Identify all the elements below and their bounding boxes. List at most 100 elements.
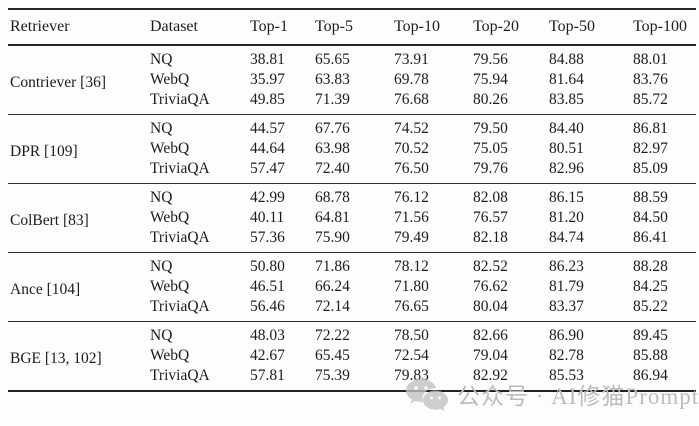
retriever-name: Ance [104]	[10, 280, 81, 298]
dataset-name: NQ	[150, 51, 173, 68]
dataset-name: TriviaQA	[150, 91, 210, 108]
dataset-name: WebQ	[150, 140, 190, 157]
score-value: 65.45	[315, 347, 350, 364]
score-value: 81.64	[549, 71, 584, 88]
score-value: 56.46	[250, 298, 285, 315]
table-header: Retriever Dataset Top-1 Top-5 Top-10 Top…	[8, 9, 696, 46]
score-value: 79.76	[473, 160, 508, 177]
retriever-group: Contriever [36] NQ 38.81 65.65 73.91 79.56 84.…	[8, 45, 696, 115]
table-row: TriviaQA 57.36 75.90 79.49 82.18 84.74 86.41	[8, 229, 696, 253]
score-value: 72.14	[315, 298, 350, 315]
score-value: 35.97	[250, 71, 285, 88]
retriever-name: DPR [109]	[10, 142, 78, 160]
score-value: 86.81	[633, 120, 668, 137]
score-value: 57.36	[250, 229, 285, 246]
score-value: 76.50	[394, 160, 429, 177]
score-value: 83.37	[549, 298, 584, 315]
score-value: 63.83	[315, 71, 350, 88]
score-value: 85.53	[549, 367, 584, 384]
table-row: WebQ 35.97 63.83 69.78 75.94 81.64 83.76	[8, 69, 696, 91]
score-value: 89.45	[633, 327, 668, 344]
score-value: 64.81	[315, 209, 350, 226]
score-value: 68.78	[315, 189, 350, 206]
col-header-top100: Top-100	[631, 9, 696, 46]
col-header-top50: Top-50	[547, 9, 631, 46]
col-header-retriever: Retriever	[8, 9, 148, 46]
score-value: 75.94	[473, 71, 508, 88]
score-value: 88.59	[633, 189, 668, 206]
score-value: 85.72	[633, 91, 668, 108]
score-value: 86.15	[549, 189, 584, 206]
score-value: 74.52	[394, 120, 429, 137]
col-header-top20: Top-20	[471, 9, 547, 46]
dataset-name: NQ	[150, 327, 173, 344]
score-value: 86.23	[549, 258, 584, 275]
score-value: 72.40	[315, 160, 350, 177]
table-row: Ance [104] NQ 50.80 71.86 78.12 82.52 86.23 88.…	[8, 253, 696, 298]
score-value: 69.78	[394, 71, 429, 88]
retriever-group: DPR [109] NQ 44.57 67.76 74.52 79.50 84.40 86.8…	[8, 115, 696, 184]
score-value: 86.90	[549, 327, 584, 344]
score-value: 79.04	[473, 347, 508, 364]
table-row: TriviaQA 49.85 71.39 76.68 80.26 83.85 85.72	[8, 91, 696, 115]
score-value: 85.88	[633, 347, 668, 364]
score-value: 82.96	[549, 160, 584, 177]
score-value: 46.51	[250, 278, 285, 295]
score-value: 85.09	[633, 160, 668, 177]
score-value: 76.65	[394, 298, 429, 315]
table-row: TriviaQA 56.46 72.14 76.65 80.04 83.37 85.22	[8, 298, 696, 322]
score-value: 82.66	[473, 327, 508, 344]
retrieval-results-table: Retriever Dataset Top-1 Top-5 Top-10 Top…	[8, 8, 696, 392]
score-value: 76.12	[394, 189, 429, 206]
table-row: Contriever [36] NQ 38.81 65.65 73.91 79.56 84.…	[8, 45, 696, 91]
table-row: WebQ 40.11 64.81 71.56 76.57 81.20 84.50	[8, 207, 696, 229]
dataset-name: TriviaQA	[150, 229, 210, 246]
retriever-name: ColBert [83]	[10, 211, 89, 229]
table-row: WebQ 42.67 65.45 72.54 79.04 82.78 85.88	[8, 345, 696, 367]
score-value: 80.51	[549, 140, 584, 157]
score-value: 79.50	[473, 120, 508, 137]
score-value: 88.28	[633, 258, 668, 275]
score-value: 72.22	[315, 327, 350, 344]
table-row: BGE [13, 102] NQ 48.03 72.22 78.50 82.66 86.90…	[8, 322, 696, 367]
score-value: 57.47	[250, 160, 285, 177]
score-value: 42.67	[250, 347, 285, 364]
dataset-name: TriviaQA	[150, 367, 210, 384]
dataset-name: WebQ	[150, 347, 190, 364]
dataset-name: WebQ	[150, 278, 190, 295]
retriever-group: ColBert [83] NQ 42.99 68.78 76.12 82.08 86.15 8…	[8, 184, 696, 253]
table-row: WebQ 46.51 66.24 71.80 76.62 81.79 84.25	[8, 276, 696, 298]
dataset-name: TriviaQA	[150, 160, 210, 177]
score-value: 79.56	[473, 51, 508, 68]
score-value: 49.85	[250, 91, 285, 108]
score-value: 82.18	[473, 229, 508, 246]
score-value: 80.04	[473, 298, 508, 315]
score-value: 42.99	[250, 189, 285, 206]
table-row: DPR [109] NQ 44.57 67.76 74.52 79.50 84.40 86.8…	[8, 115, 696, 160]
score-value: 83.76	[633, 71, 668, 88]
score-value: 63.98	[315, 140, 350, 157]
dataset-name: NQ	[150, 258, 173, 275]
score-value: 84.40	[549, 120, 584, 137]
score-value: 78.50	[394, 327, 429, 344]
table-row: WebQ 44.64 63.98 70.52 75.05 80.51 82.97	[8, 138, 696, 160]
score-value: 81.20	[549, 209, 584, 226]
score-value: 66.24	[315, 278, 350, 295]
retriever-group: BGE [13, 102] NQ 48.03 72.22 78.50 82.66 86.90…	[8, 322, 696, 391]
score-value: 38.81	[250, 51, 285, 68]
score-value: 73.91	[394, 51, 429, 68]
table-row: TriviaQA 57.47 72.40 76.50 79.76 82.96 85.09	[8, 160, 696, 184]
score-value: 86.41	[633, 229, 668, 246]
score-value: 78.12	[394, 258, 429, 275]
score-value: 48.03	[250, 327, 285, 344]
col-header-top1: Top-1	[248, 9, 313, 46]
score-value: 82.78	[549, 347, 584, 364]
score-value: 79.83	[394, 367, 429, 384]
score-value: 71.80	[394, 278, 429, 295]
score-value: 79.49	[394, 229, 429, 246]
score-value: 70.52	[394, 140, 429, 157]
score-value: 76.68	[394, 91, 429, 108]
dataset-name: NQ	[150, 189, 173, 206]
score-value: 44.57	[250, 120, 285, 137]
